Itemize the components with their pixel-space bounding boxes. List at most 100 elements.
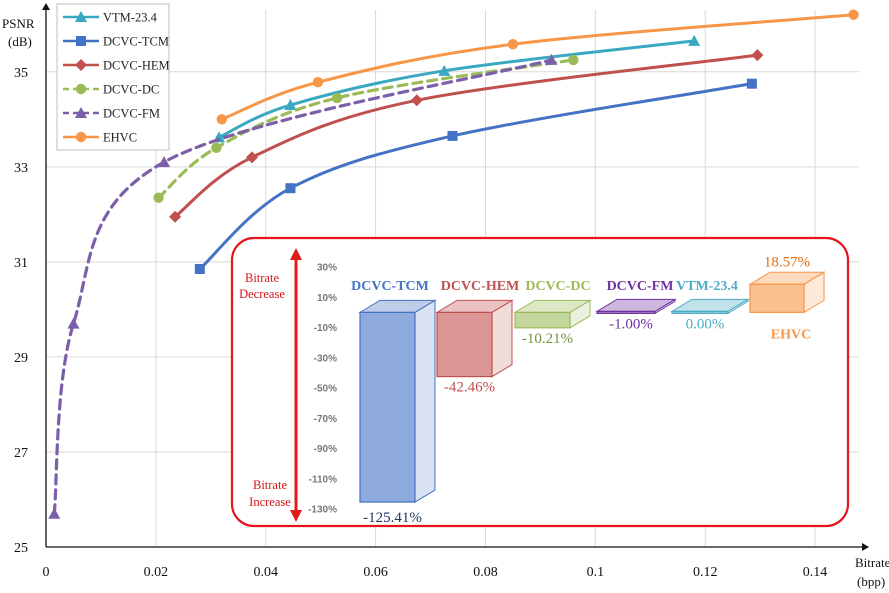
series-line-dcvc-hem: [173, 53, 759, 219]
legend-item-dcvc-hem: DCVC-HEM: [63, 59, 170, 73]
inset-bar-category: DCVC-TCM: [351, 279, 429, 294]
series-lines: [48, 9, 859, 519]
legend-item-dcvc-fm: DCVC-FM: [63, 107, 160, 121]
inset-bar-dcvc-tcm: DCVC-TCM -125.41%: [351, 279, 437, 526]
inset-bar-value: 18.57%: [764, 254, 810, 270]
inset-bar-front: [436, 311, 493, 378]
y-tick-label: 31: [14, 256, 28, 271]
series-line-ehvc: [220, 13, 856, 121]
data-point-dcvc-tcm: [447, 130, 458, 141]
y-tick-label: 33: [14, 161, 28, 176]
data-point-dcvc-hem: [751, 49, 764, 62]
data-point-ehvc: [216, 114, 227, 125]
inset-top-note-line2: Decrease: [239, 287, 285, 301]
data-point-dcvc-fm: [67, 317, 80, 329]
x-tick-label: 0: [43, 565, 50, 580]
data-point-dcvc-tcm: [194, 263, 205, 274]
inset-bar-ehvc: EHVC 18.57%: [748, 254, 826, 342]
series-line-dcvc-tcm: [198, 82, 754, 271]
series-dcvc-hem: [169, 49, 764, 223]
y-tick-label: 29: [14, 351, 28, 366]
data-point-dcvc-fm: [48, 507, 61, 519]
legend-label: DCVC-FM: [103, 107, 160, 121]
series-dcvc-fm: [48, 53, 558, 519]
data-point-dcvc-hem: [169, 210, 182, 223]
data-point-dcvc-dc: [568, 54, 579, 66]
bitrate-inset: Bitrate Decrease Bitrate Increase 30% 10%…: [230, 236, 850, 528]
inset-bars: DCVC-TCM -125.41% DCVC-HEM -42.46% DCVC-DC -1…: [351, 254, 826, 526]
data-point-dcvc-tcm: [746, 78, 757, 89]
legend-swatch-marker: [75, 107, 87, 118]
inset-bar-value: -10.21%: [522, 331, 573, 347]
inset-bar-side: [491, 299, 513, 378]
legend-item-dcvc-dc: DCVC-DC: [63, 83, 159, 97]
data-point-dcvc-hem: [410, 94, 423, 107]
data-point-ehvc: [312, 77, 324, 88]
data-point-ehvc: [848, 9, 859, 20]
legend-item-dcvc-tcm: DCVC-TCM: [63, 35, 169, 49]
legend-label: EHVC: [103, 131, 137, 145]
x-axis-title-line1: Bitrate: [855, 555, 889, 570]
inset-tick-label: -90%: [314, 444, 337, 455]
legend-swatch-marker: [75, 59, 87, 71]
inset-tick-label: -110%: [309, 474, 337, 485]
legend-label: DCVC-TCM: [103, 35, 169, 49]
inset-tick-label: -30%: [314, 353, 337, 364]
inset-bar-side: [414, 299, 436, 503]
data-point-ehvc: [507, 39, 519, 50]
inset-bar-front: [359, 311, 416, 503]
legend-label: DCVC-DC: [103, 83, 159, 97]
inset-tick-label: -70%: [314, 414, 337, 425]
legend-swatch-marker: [75, 83, 87, 95]
data-point-vtm-23-4: [688, 34, 701, 46]
axes: [42, 3, 869, 551]
inset-axis-labels: 30% 10% -10% -30% -50% -70% -90% -110% -130%: [308, 263, 337, 516]
data-point-dcvc-fm: [158, 156, 171, 168]
data-point-dcvc-dc: [211, 142, 222, 154]
inset-top-note-line1: Bitrate: [245, 271, 279, 285]
data-point-vtm-23-4: [284, 99, 297, 111]
inset-tick-label: -50%: [314, 384, 337, 395]
x-tick-label: 0.02: [144, 565, 169, 580]
y-axis-title-line2: (dB): [8, 34, 32, 49]
inset-bar-category: DCVC-FM: [607, 279, 674, 294]
x-tick-label: 0.14: [803, 565, 828, 580]
inset-bar-value: -1.00%: [609, 316, 653, 332]
x-tick-label: 0.12: [693, 565, 718, 580]
x-tick-label: 0.06: [363, 565, 388, 580]
x-tick-labels: 0 0.02 0.04 0.06 0.08 0.1 0.12 0.14: [43, 565, 828, 580]
inset-bar-category: DCVC-HEM: [441, 279, 520, 294]
x-tick-label: 0.04: [253, 565, 278, 580]
inset-bar-dcvc-fm: DCVC-FM -1.00%: [595, 279, 677, 332]
series-line-dcvc-fm: [52, 58, 553, 516]
legend-box: [56, 3, 170, 151]
legend-items: VTM-23.4 DCVC-TCM DCVC-HEM DCVC-DC DCVC-FM EH…: [63, 11, 170, 145]
x-tick-label: 0.08: [473, 565, 498, 580]
inset-arrow-head-up: [290, 248, 302, 260]
legend: VTM-23.4 DCVC-TCM DCVC-HEM DCVC-DC DCVC-FM EH…: [56, 3, 170, 151]
inset-bar-category: VTM-23.4: [676, 279, 738, 294]
inset-bar-category: DCVC-DC: [525, 279, 590, 294]
inset-bar-value: -42.46%: [444, 380, 495, 396]
inset-bar-category: EHVC: [771, 327, 811, 342]
inset-tick-label: -130%: [308, 505, 337, 516]
data-point-dcvc-dc: [153, 192, 164, 203]
legend-item-ehvc: EHVC: [63, 131, 137, 145]
inset-bottom-note-line1: Bitrate: [253, 478, 287, 492]
data-point-vtm-23-4: [438, 64, 451, 76]
inset-bar-front: [596, 310, 656, 314]
data-point-dcvc-hem: [245, 151, 258, 164]
inset-bottom-note-line2: Increase: [249, 495, 291, 509]
legend-label: DCVC-HEM: [103, 59, 170, 73]
inset-bar-dcvc-dc: DCVC-DC -10.21%: [513, 279, 592, 347]
legend-swatch-marker: [75, 11, 87, 22]
y-axis-title-line1: PSNR: [2, 16, 35, 31]
series-dcvc-tcm: [194, 78, 757, 274]
legend-item-vtm-23-4: VTM-23.4: [63, 11, 158, 25]
inset-bar-front: [749, 283, 805, 313]
legend-label: VTM-23.4: [103, 11, 158, 25]
x-tick-label: 0.1: [587, 565, 605, 580]
y-tick-label: 25: [14, 541, 28, 556]
data-point-dcvc-tcm: [285, 183, 296, 194]
inset-bar-vtm-23-4: VTM-23.4 0.00%: [670, 279, 750, 332]
